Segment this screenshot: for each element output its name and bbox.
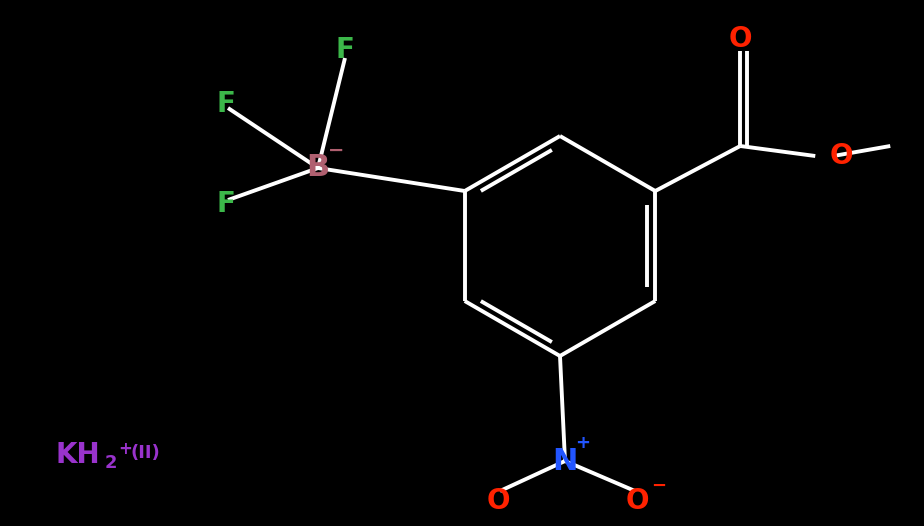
Text: (II): (II) [131,444,161,462]
Text: B: B [307,154,330,183]
Text: O: O [486,487,510,515]
Text: 2: 2 [105,454,117,472]
Text: F: F [216,90,236,118]
Text: +: + [118,440,132,458]
Text: O: O [626,487,649,515]
Text: O: O [728,25,752,53]
Text: F: F [335,36,355,64]
Text: F: F [216,190,236,218]
Text: KH: KH [55,441,100,469]
Text: +: + [576,434,590,452]
Text: N: N [553,447,578,476]
Text: −: − [651,477,666,495]
Text: −: − [328,140,344,159]
Text: O: O [829,142,853,170]
